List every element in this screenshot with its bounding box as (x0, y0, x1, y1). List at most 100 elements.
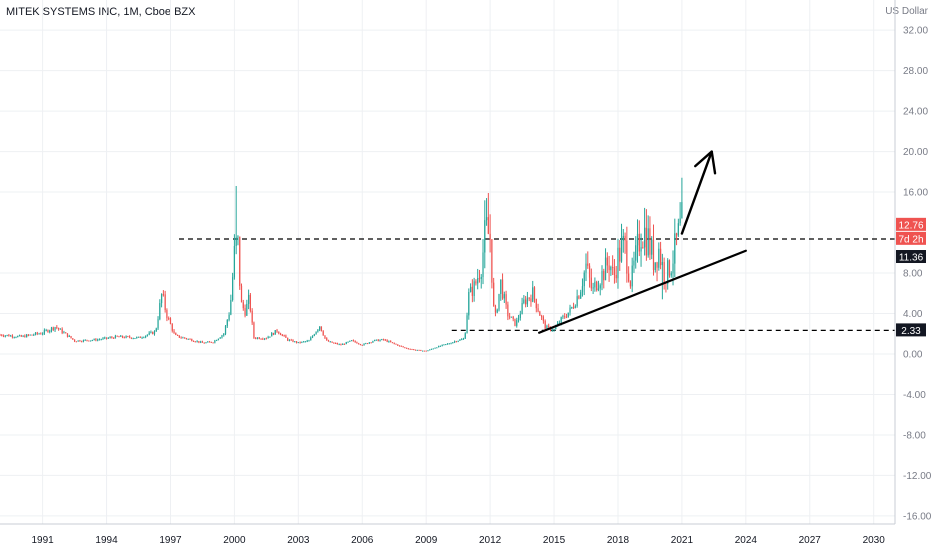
time-axis[interactable]: 1991 1994 1997 2000 2003 2006 2009 2012 2015 2018… (0, 523, 895, 546)
candle-body (359, 344, 362, 346)
candle-body (72, 338, 74, 340)
candle-body (267, 336, 269, 339)
candle-body (363, 343, 365, 346)
x-tick-label: 1997 (159, 535, 182, 546)
candle-body (336, 343, 339, 345)
candle-body (569, 307, 571, 313)
candle-body (372, 341, 374, 343)
x-tick-label: 1994 (95, 535, 118, 546)
candle-body (303, 341, 305, 343)
candle-body (507, 304, 509, 317)
candle-body (20, 335, 22, 337)
candle-body (262, 338, 264, 340)
candle-body (315, 331, 317, 335)
candle-body (125, 336, 127, 338)
candle-body (404, 347, 406, 349)
candle-body (533, 287, 536, 300)
candle-body (148, 332, 150, 335)
candle-body (599, 285, 601, 289)
candle-body (287, 337, 289, 341)
candle-body (679, 218, 681, 224)
x-tick-label: 2027 (799, 535, 822, 546)
x-tick-label: 2021 (671, 535, 694, 546)
candle-body (670, 273, 672, 276)
candle-body (95, 339, 97, 341)
candle-body (136, 337, 138, 339)
candle-body (672, 263, 674, 274)
candle-body (532, 287, 534, 302)
candle-body (333, 342, 335, 344)
candle-body (0, 334, 1, 336)
candle-body (441, 344, 443, 346)
candle-body (377, 339, 379, 342)
x-tick-label: 2006 (351, 535, 374, 546)
candle-body (11, 335, 14, 338)
candle-body (572, 307, 575, 309)
candle-body (113, 337, 115, 339)
candle-body (146, 334, 149, 336)
candle-body (500, 279, 502, 294)
candle-body (553, 329, 555, 331)
candle-body (104, 337, 106, 339)
candle-body (466, 315, 468, 334)
candle-body (583, 272, 585, 287)
candle-body (652, 239, 655, 271)
candle-body (450, 343, 452, 345)
candle-body (10, 335, 12, 337)
candle-body (551, 330, 553, 332)
candle-body (73, 339, 76, 342)
candle-body (54, 327, 56, 330)
candle-body (633, 260, 635, 266)
candle-body (255, 337, 257, 339)
candle-body (317, 329, 319, 332)
candle-body (354, 340, 356, 343)
candle-body (52, 327, 54, 330)
candle-body (191, 339, 193, 341)
drawing-annotations[interactable] (538, 150, 747, 334)
candle-body (84, 339, 86, 341)
candle-body (329, 341, 331, 343)
candle-body (601, 270, 603, 286)
candle-body (631, 265, 633, 287)
candle-body (331, 341, 333, 343)
candle-body (603, 270, 605, 281)
candle-body (388, 341, 390, 343)
candle-body (596, 281, 598, 291)
candle-body (480, 277, 482, 279)
candle-body (59, 328, 61, 330)
candle-body (205, 342, 207, 344)
candle-body (86, 339, 88, 341)
candle-body (361, 344, 363, 346)
candle-body (107, 337, 109, 339)
candle-body (668, 260, 671, 276)
candle-body (585, 263, 587, 273)
candle-body (301, 341, 303, 343)
candle-body (17, 335, 19, 338)
candle-body (13, 337, 15, 339)
candle-body (155, 328, 157, 332)
y-tick-label: 16.00 (903, 188, 928, 199)
candle-body (395, 343, 397, 345)
price-axis[interactable]: 32.00 28.00 24.00 20.00 16.00 8.00 4.00 0.00 -4.… (894, 0, 932, 524)
candle-body (516, 320, 518, 326)
candle-body (171, 324, 173, 331)
candle-body (501, 279, 504, 299)
candle-body (491, 239, 493, 283)
candle-body (343, 343, 346, 345)
candle-body (436, 347, 438, 349)
y-tick-label: 8.00 (903, 269, 923, 280)
candle-body (247, 294, 250, 304)
candle-body (319, 326, 321, 330)
candle-body (462, 338, 465, 340)
candle-body (407, 348, 410, 350)
candle-body (235, 237, 237, 247)
candle-body (494, 305, 497, 313)
candle-body (397, 344, 399, 346)
candle-body (15, 337, 17, 339)
candle-body (439, 345, 442, 347)
candle-body (159, 303, 161, 320)
candle-body (521, 302, 523, 315)
candle-body (212, 342, 214, 344)
candle-body (365, 343, 367, 345)
